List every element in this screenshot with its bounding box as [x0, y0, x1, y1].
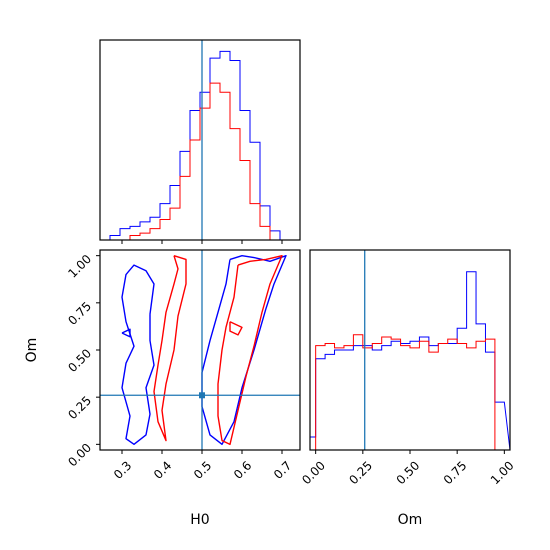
x-axis-label-om: Om — [398, 512, 423, 528]
contour-red-6 — [229, 321, 243, 336]
h0-om-contour-panel: 0.3 0.4 0.5 0.6 0.7 0.00 0.25 0.50 0.75 1.00 — [65, 249, 301, 482]
om-y-tick-label: 0.25 — [65, 393, 94, 422]
om-histogram-panel: 0.00 0.25 0.50 0.75 1.00 — [299, 249, 517, 487]
contour-blue-1 — [121, 264, 155, 446]
om-x-tick-label: 0.00 — [299, 458, 328, 487]
om-histogram-blue — [309, 271, 511, 451]
h0-x-tick-label: 0.5 — [191, 458, 214, 481]
h0-histogram-red — [100, 82, 300, 241]
om-y-tick-label: 0.00 — [65, 441, 94, 470]
h0-histogram-frame — [99, 39, 301, 241]
h0-x-tick-label: 0.6 — [231, 458, 254, 481]
h0-x-tick-label: 0.7 — [271, 458, 294, 481]
om-y-tick-label: 0.50 — [65, 346, 94, 375]
contour-red-4 — [153, 254, 187, 442]
om-y-tick-label: 0.75 — [65, 299, 94, 328]
om-x-tick-label: 0.75 — [441, 458, 470, 487]
h0-histogram-panel — [99, 39, 301, 244]
om-x-tick-label: 0.50 — [394, 458, 423, 487]
h0-x-tick-label: 0.4 — [151, 458, 174, 481]
contour-blue-3 — [121, 328, 131, 338]
contour-red-5 — [217, 254, 283, 446]
om-y-tick-label: 1.00 — [65, 252, 94, 281]
h0-x-tick-label: 0.3 — [111, 458, 134, 481]
axis-labels: H0 Om Om — [24, 338, 422, 528]
om-x-tick-label: 1.00 — [488, 458, 517, 487]
om-histogram-red — [310, 334, 510, 451]
om-x-tick-label: 0.25 — [346, 458, 375, 487]
contour-blue-2 — [201, 254, 287, 446]
x-axis-label-h0: H0 — [190, 512, 209, 528]
h0-histogram-blue — [100, 50, 300, 241]
truth-marker — [199, 392, 205, 399]
y-axis-label-om: Om — [24, 338, 40, 363]
